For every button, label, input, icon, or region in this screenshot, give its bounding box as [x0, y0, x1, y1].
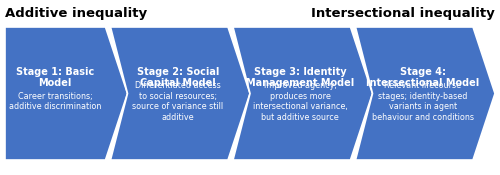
Text: Improved agency;
produces more
intersectional variance,
but additive source: Improved agency; produces more intersect… [253, 81, 348, 122]
Polygon shape [233, 27, 372, 160]
Text: Differentiated access
to social resources;
source of variance still
additive: Differentiated access to social resource… [132, 81, 224, 122]
Text: Additive inequality: Additive inequality [5, 7, 147, 20]
Text: Stage 1: Basic
Model: Stage 1: Basic Model [16, 67, 94, 88]
Text: Stage 4:
Intersectional Model: Stage 4: Intersectional Model [366, 67, 480, 88]
Text: Relevant lifecourse
stages; identity-based
variants in agent
behaviour and condi: Relevant lifecourse stages; identity-bas… [372, 81, 474, 122]
Text: Stage 3: Identity
Management Model: Stage 3: Identity Management Model [246, 67, 354, 88]
Polygon shape [110, 27, 250, 160]
Text: Career transitions;
additive discrimination: Career transitions; additive discriminat… [9, 92, 102, 111]
Polygon shape [5, 27, 128, 160]
Text: Intersectional inequality: Intersectional inequality [311, 7, 495, 20]
Text: Stage 2: Social
Capital Model: Stage 2: Social Capital Model [136, 67, 219, 88]
Polygon shape [356, 27, 495, 160]
